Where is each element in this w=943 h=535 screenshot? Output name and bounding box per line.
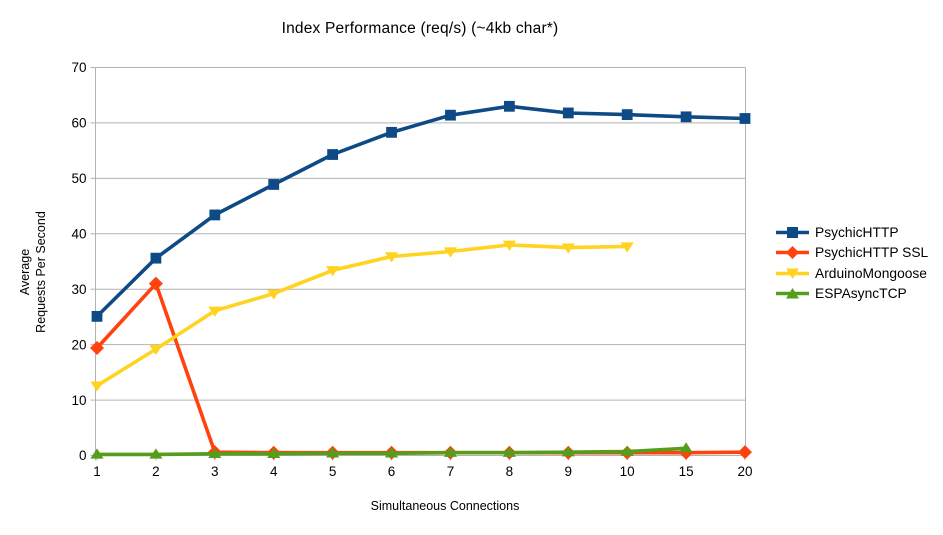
legend-label: ESPAsyncTCP [815,286,907,301]
y-tick-label: 0 [79,448,87,463]
y-tick-label: 30 [71,282,86,297]
series-ArduinoMongoose [90,240,634,392]
x-tick-label: 5 [329,464,337,479]
chart-title: Index Performance (req/s) (~4kb char*) [281,20,559,37]
legend-marker-triangle-down-icon [776,268,809,279]
x-tick-label: 6 [388,464,396,479]
x-tick-label: 9 [565,464,573,479]
legend-item: ArduinoMongoose [775,265,928,281]
legend: PsychicHTTP PsychicHTTP SSL ArduinoMongoos… [775,225,928,301]
legend-label: ArduinoMongoose [815,265,927,281]
y-tick-label: 10 [71,393,86,408]
y-tick-label: 50 [71,171,86,186]
x-tick-label: 2 [152,464,160,479]
legend-marker-square-icon [776,226,809,238]
x-tick-label: 3 [211,464,219,479]
legend-marker-diamond-icon [776,246,809,259]
y-tick-label: 20 [71,337,86,352]
x-tick-label: 15 [679,464,694,479]
y-tick-label: 40 [71,226,86,241]
x-axis-title: Simultaneous Connections [370,499,520,513]
x-tick-label: 1 [93,464,101,479]
legend-label: PsychicHTTP [815,224,899,240]
y-tick-label: 60 [71,116,86,131]
y-tick-label: 70 [71,60,86,75]
legend-item: PsychicHTTP SSL [775,245,929,260]
x-tick-label: 10 [620,464,635,479]
series-ESPAsyncTCP [90,442,693,459]
x-tick-label: 8 [506,464,514,479]
y-axis-title-line2: Requests Per Second [34,211,48,333]
series-PsychicHTTP-SSL [90,276,752,460]
legend-item: ESPAsyncTCP [775,286,928,301]
x-tick-label: 7 [447,464,455,479]
series-PsychicHTTP [91,100,751,322]
y-axis-title-line1: Average [18,248,32,296]
gridlines-and-axes: 0 10 20 30 40 50 60 70 1 2 3 4 5 6 7 8 9 10 15 20 [71,60,752,479]
legend-marker-triangle-up-icon [776,288,809,299]
legend-item: PsychicHTTP [775,224,928,240]
legend-label: PsychicHTTP SSL [815,245,929,260]
x-tick-label: 4 [270,464,278,479]
y-axis-title: Average Requests Per Second [17,172,51,372]
x-tick-label: 20 [737,464,752,479]
